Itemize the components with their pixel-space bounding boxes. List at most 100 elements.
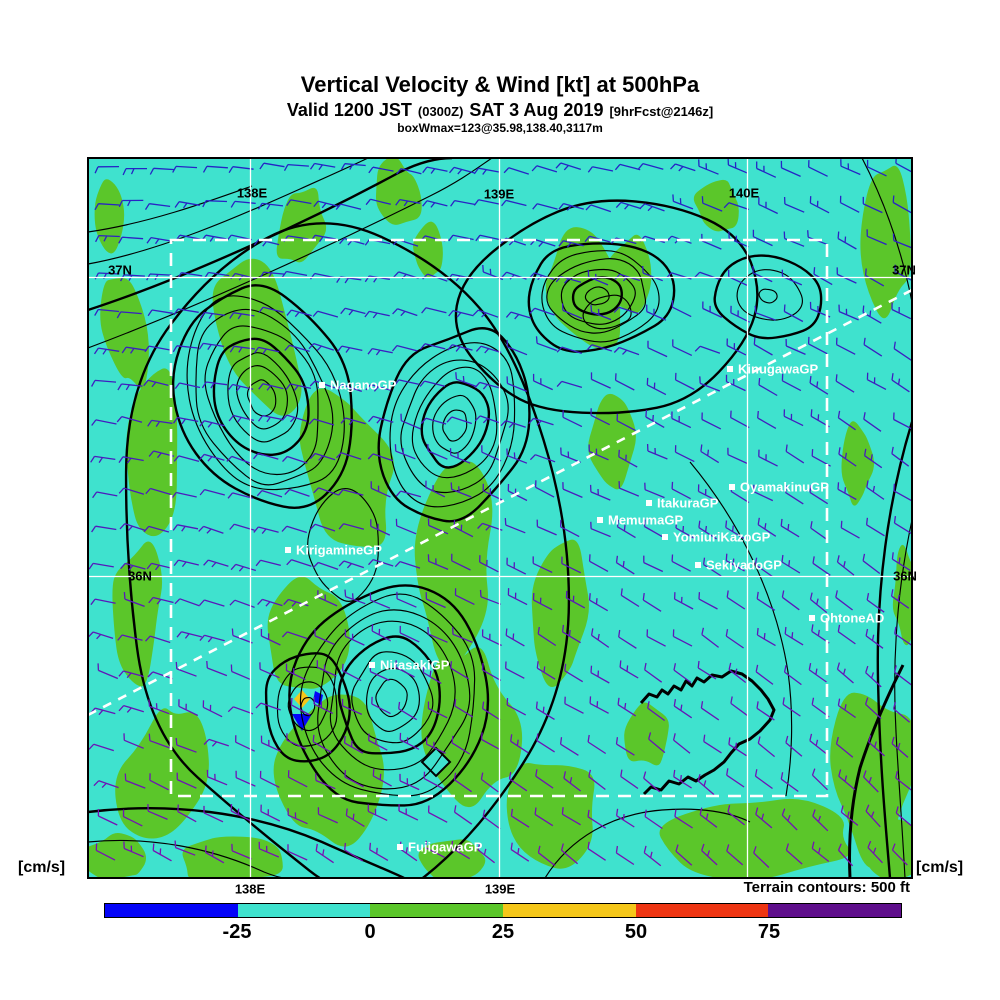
wind-barb [173, 455, 200, 463]
wind-barb [672, 733, 691, 754]
wind-barb [370, 519, 391, 536]
wind-barb [230, 803, 251, 822]
wind-barb [674, 809, 693, 829]
wind-barb [285, 383, 312, 391]
wind-barb [809, 592, 828, 614]
wind-barb [730, 696, 749, 717]
wind-barb [281, 270, 308, 278]
wind-barb [230, 664, 252, 681]
wind-barb [174, 840, 196, 856]
wind-barb [563, 771, 581, 792]
wind-barb [313, 200, 339, 209]
wind-barb [308, 418, 335, 426]
terrain-contour-note: Terrain contours: 500 ft [743, 879, 910, 896]
wind-barb [317, 807, 338, 824]
wind-barb [838, 304, 859, 321]
contour-line [307, 487, 379, 602]
wind-barb [616, 413, 636, 432]
wind-barb [227, 492, 253, 499]
wind-barb [202, 700, 223, 718]
wind-barb [785, 338, 806, 355]
wind-barb [399, 732, 420, 750]
colorbar-segment [370, 904, 504, 917]
wind-barb [785, 444, 805, 464]
wind-barb [725, 629, 744, 649]
wind-barb [173, 308, 199, 316]
wind-barb [368, 558, 394, 567]
wind-barb [648, 732, 666, 754]
wind-barb [399, 773, 420, 791]
wind-barb [290, 697, 311, 716]
contour-line [375, 678, 408, 718]
wind-barb [836, 662, 854, 684]
wind-barb [90, 455, 116, 463]
wind-barb [784, 485, 804, 505]
wind-barb [199, 488, 225, 496]
wind-barb [256, 489, 283, 498]
wind-barb [837, 843, 854, 867]
wind-barb [863, 337, 883, 357]
wind-barb [452, 627, 473, 643]
wind-barb [175, 737, 197, 753]
wind-barb [837, 231, 857, 250]
contour-line [560, 268, 636, 325]
wind-barb [868, 735, 885, 757]
station-label: KirigamineGP [296, 542, 382, 558]
wind-barb [481, 629, 502, 647]
wind-barb [91, 379, 117, 387]
contour-line [288, 584, 490, 807]
contour-line [454, 199, 759, 415]
wind-barb [176, 772, 197, 789]
station-dot [729, 484, 735, 490]
wind-barb [117, 383, 143, 391]
station-dot [646, 500, 652, 506]
dashed-overlays [88, 238, 912, 798]
wind-barb [781, 373, 802, 392]
wind-barb [644, 662, 663, 683]
wind-barb [281, 631, 308, 640]
wind-barb [178, 699, 199, 717]
wind-barb [315, 843, 334, 864]
wind-barb [260, 735, 281, 752]
wind-barb [479, 555, 499, 573]
wind-barb [202, 200, 228, 208]
wind-barb [839, 195, 860, 213]
wind-barb [421, 307, 447, 314]
wind-barb [620, 588, 640, 608]
wind-barb [892, 195, 912, 214]
contour-line [442, 409, 468, 442]
wind-barb [617, 697, 637, 717]
wind-barb [198, 342, 225, 350]
wind-barb [398, 701, 418, 721]
wind-barb [370, 481, 391, 498]
contour-line [400, 359, 509, 494]
valid-time-zulu: (0300Z) [417, 104, 464, 119]
wind-barb [398, 803, 419, 821]
wind-barb [199, 420, 225, 428]
wind-barb [782, 697, 801, 717]
wind-barb [671, 411, 692, 429]
station-label: MemumaGP [608, 512, 684, 528]
wind-barb [808, 662, 827, 683]
wind-barb [837, 698, 856, 719]
wind-barb [673, 769, 692, 789]
wind-barb [453, 805, 473, 825]
wind-barb [474, 381, 500, 390]
wind-barb [199, 599, 225, 607]
boxwmax-annotation: boxWmax=123@35.98,138.40,3117m [397, 121, 603, 135]
cross-section-line [88, 288, 912, 717]
wind-barb [93, 347, 120, 355]
wind-barb [451, 735, 471, 755]
wind-barb [646, 377, 667, 396]
meridian-label-top: 138E [236, 185, 268, 201]
wind-barb [534, 807, 554, 827]
wind-barb [481, 663, 502, 681]
wind-barb [206, 660, 228, 677]
wind-barb [590, 408, 610, 426]
wind-barb [835, 337, 856, 355]
wind-barb [312, 734, 332, 753]
wind-barb [535, 769, 554, 789]
wind-barb [726, 844, 744, 866]
wind-barb [865, 804, 881, 828]
wind-barb [780, 160, 801, 177]
